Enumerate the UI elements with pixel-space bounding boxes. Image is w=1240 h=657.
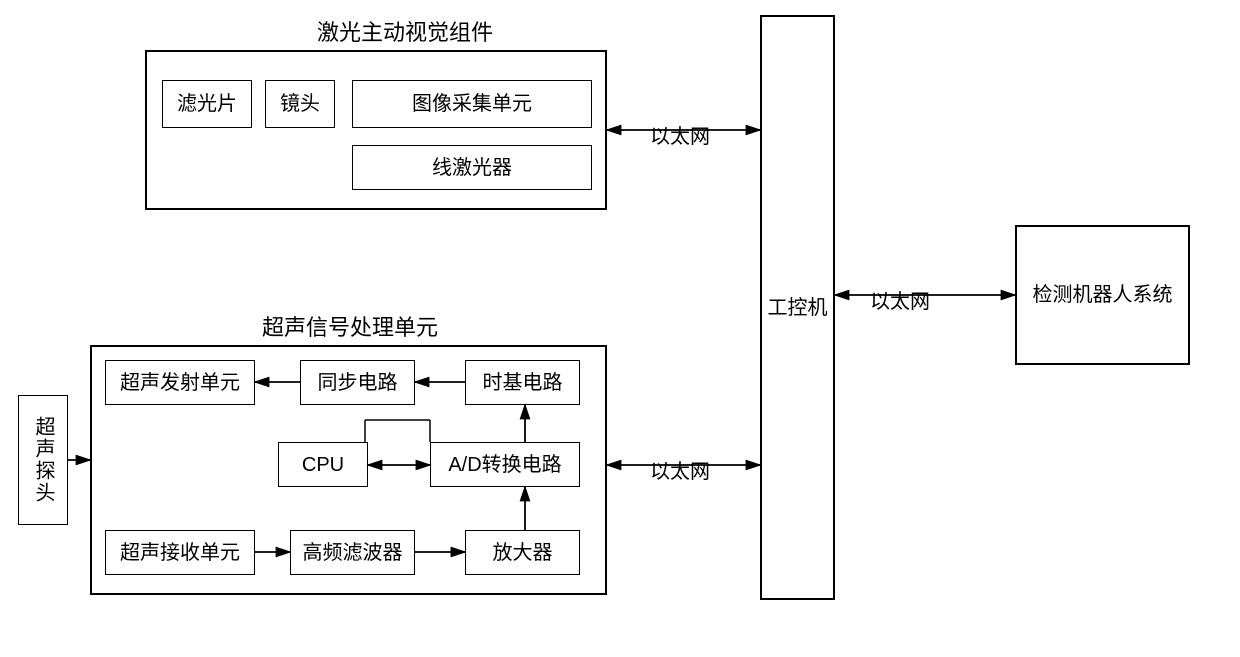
ipc-label: 工控机 [768, 295, 828, 321]
ultrasonic-unit-title: 超声信号处理单元 [230, 310, 470, 342]
sync-circuit-label: 同步电路 [318, 370, 398, 396]
ipc-box: 工控机 [760, 15, 835, 600]
amplifier-label: 放大器 [493, 540, 553, 566]
laser-component-title: 激光主动视觉组件 [305, 15, 505, 47]
image-acq-box: 图像采集单元 [352, 80, 592, 128]
cpu-label: CPU [302, 452, 344, 478]
sync-circuit-box: 同步电路 [300, 360, 415, 405]
cpu-box: CPU [278, 442, 368, 487]
tx-unit-label: 超声发射单元 [120, 370, 240, 396]
robot-system-box: 检测机器人系统 [1015, 225, 1190, 365]
amplifier-box: 放大器 [465, 530, 580, 575]
hf-filter-label: 高频滤波器 [303, 540, 403, 566]
ultrasonic-probe-label: 超声探头 [30, 416, 56, 504]
adc-box: A/D转换电路 [430, 442, 580, 487]
rx-unit-box: 超声接收单元 [105, 530, 255, 575]
timebase-circuit-label: 时基电路 [483, 370, 563, 396]
ethernet-label-1: 以太网 [650, 120, 710, 149]
lens-label: 镜头 [280, 91, 320, 117]
line-laser-box: 线激光器 [352, 145, 592, 190]
adc-label: A/D转换电路 [448, 452, 561, 478]
filter-box: 滤光片 [162, 80, 252, 128]
image-acq-label: 图像采集单元 [412, 91, 532, 117]
lens-box: 镜头 [265, 80, 335, 128]
robot-system-label: 检测机器人系统 [1033, 280, 1173, 310]
hf-filter-box: 高频滤波器 [290, 530, 415, 575]
tx-unit-box: 超声发射单元 [105, 360, 255, 405]
ethernet-label-3: 以太网 [870, 285, 930, 314]
ultrasonic-probe-box: 超声探头 [18, 395, 68, 525]
filter-label: 滤光片 [177, 91, 237, 117]
ethernet-label-2: 以太网 [650, 455, 710, 484]
line-laser-label: 线激光器 [432, 155, 512, 181]
timebase-circuit-box: 时基电路 [465, 360, 580, 405]
rx-unit-label: 超声接收单元 [120, 540, 240, 566]
